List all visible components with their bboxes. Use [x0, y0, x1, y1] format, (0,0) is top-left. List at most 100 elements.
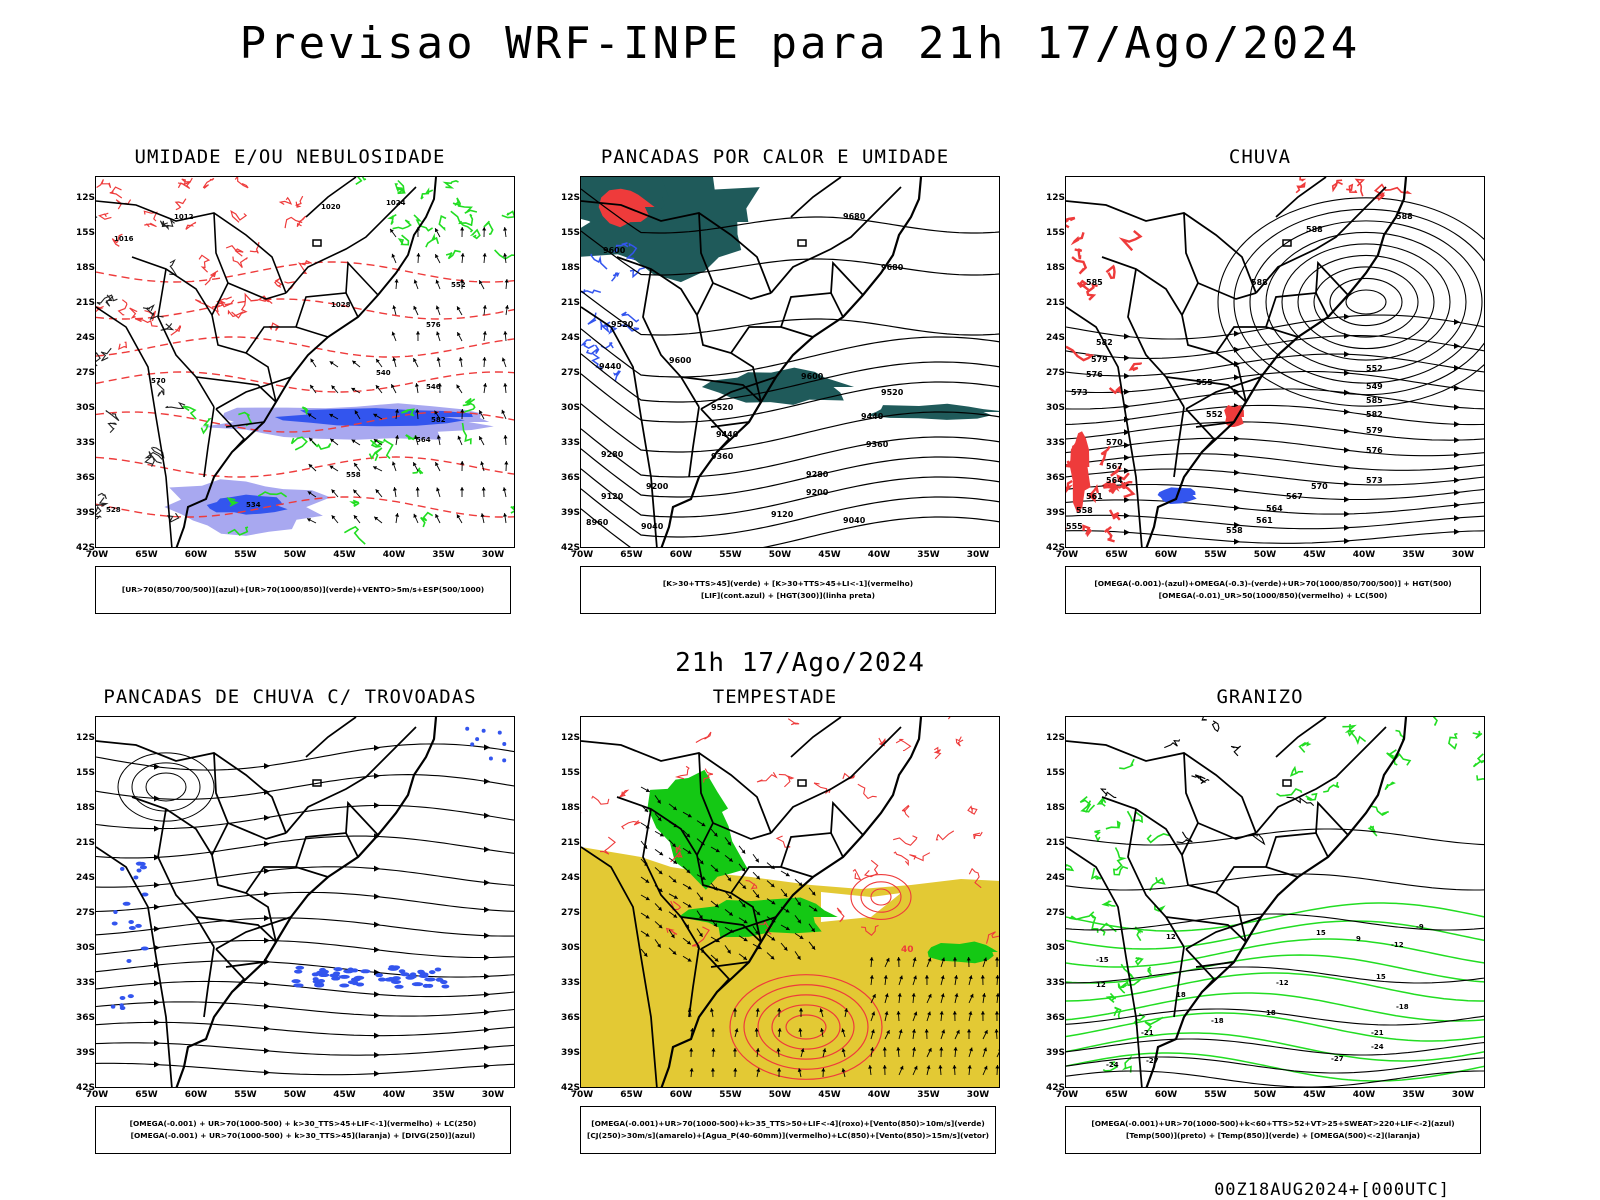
contour-label: 9600: [603, 246, 626, 255]
contour-label: 567: [1286, 492, 1303, 501]
contour-label: 9280: [806, 470, 829, 479]
contour-label: 18: [1176, 991, 1186, 999]
latitude-tick: 36S: [1045, 1013, 1065, 1023]
contour-label: 1028: [331, 301, 351, 309]
country-border: [245, 326, 329, 354]
coastline: [660, 717, 923, 1087]
longitude-tick: 50W: [283, 550, 307, 560]
panel-title: UMIDADE E/OU NEBULOSIDADE: [134, 146, 446, 168]
longitude-tick: 70W: [570, 550, 594, 560]
country-border: [1066, 846, 1143, 1087]
country-border: [203, 946, 215, 1018]
latitude-tick: 24S: [75, 873, 95, 883]
panel-title: PANCADAS POR CALOR E UMIDADE: [600, 146, 950, 168]
country-border: [581, 306, 658, 547]
country-border: [213, 212, 287, 300]
contour-label: 1024: [386, 199, 406, 207]
country-border: [1173, 406, 1185, 478]
contour-label: 573: [1366, 476, 1383, 485]
panel-title: GRANIZO: [1216, 686, 1304, 708]
longitude-tick: 45W: [333, 550, 356, 560]
contour-label: 585: [1366, 396, 1383, 405]
contour-label: 15: [1316, 929, 1326, 937]
contour-label: -12: [1391, 941, 1404, 949]
latitude-tick: 12S: [75, 193, 95, 203]
country-border: [195, 916, 277, 943]
contour-label: -18: [1211, 1017, 1224, 1025]
longitude-tick: 50W: [1253, 1090, 1277, 1100]
country-border: [295, 292, 359, 328]
longitude-tick: 70W: [85, 550, 109, 560]
longitude-tick: 45W: [1303, 1090, 1326, 1100]
latitude-tick: 36S: [1045, 473, 1065, 483]
longitude-tick: 40W: [867, 550, 891, 560]
country-border: [211, 282, 277, 403]
longitude-tick: 30W: [966, 1090, 990, 1100]
latitude-tick: 42S: [75, 1083, 95, 1093]
contour-label: 558: [1226, 526, 1243, 535]
longitude-tick: 30W: [1451, 1090, 1475, 1100]
latitude-tick: 21S: [75, 298, 95, 308]
longitude-tick: 40W: [867, 1090, 891, 1100]
contour-label: 576: [426, 321, 441, 329]
longitude-tick: 65W: [1105, 550, 1128, 560]
longitude-axis: 70W 65W 60W 55W 50W 45W 40W 35W 30W: [86, 1090, 515, 1102]
country-border: [1255, 726, 1387, 834]
contour-label: 573: [1071, 388, 1088, 397]
country-border: [1185, 916, 1262, 950]
longitude-tick: 60W: [1154, 1090, 1178, 1100]
latitude-tick: 24S: [1045, 873, 1065, 883]
contour-label: 1016: [114, 235, 134, 243]
panel-granizo: GRANIZO -9 -12 -12 -15 -18 -18 -21 -21 -24 -24 -27-…: [1045, 686, 1485, 1156]
latitude-tick: 30S: [75, 943, 95, 953]
contour-label: 546: [426, 383, 441, 391]
latitude-tick: 15S: [560, 768, 580, 778]
contour-label: 9520: [881, 388, 904, 397]
map-legend: [OMEGA(-0.001) + UR>70(1000-500) + k>30_…: [95, 1106, 511, 1154]
contour-label: 9440: [861, 412, 884, 421]
federal-district: [797, 779, 807, 787]
contour-label: 552: [1366, 364, 1383, 373]
country-border: [780, 292, 844, 328]
map-canvas: 9680 9680 9600 9520 9600 9600 9440 9520 9520 9440…: [581, 177, 999, 547]
contour-label: 552: [451, 281, 466, 289]
longitude-tick: 35W: [1402, 550, 1425, 560]
latitude-tick: 36S: [560, 1013, 580, 1023]
latitude-tick: 39S: [1045, 1048, 1065, 1058]
latitude-tick: 39S: [75, 508, 95, 518]
longitude-tick: 50W: [1253, 550, 1277, 560]
latitude-tick: 42S: [560, 1083, 580, 1093]
map-legend: [OMEGA(-0.001)+UR>70(1000-500)+k>35_TTS>…: [580, 1106, 996, 1154]
latitude-tick: 33S: [1045, 438, 1065, 448]
coastline: [1145, 717, 1408, 1087]
latitude-tick: 27S: [560, 368, 580, 378]
forecast-map: 40: [580, 716, 1000, 1088]
longitude-tick: 40W: [1352, 550, 1376, 560]
map-canvas: 40: [581, 717, 999, 1087]
longitude-tick: 40W: [382, 550, 406, 560]
contour-label: 564: [1266, 504, 1283, 513]
country-border: [790, 717, 842, 758]
contour-label: 564: [416, 436, 431, 444]
longitude-tick: 50W: [768, 1090, 792, 1100]
country-border: [1275, 177, 1327, 218]
latitude-tick: 24S: [75, 333, 95, 343]
latitude-tick: 42S: [1045, 1083, 1065, 1093]
country-border: [215, 948, 246, 993]
map-canvas: 1012 1016 1020 1024 1028 570 576 582 546 540 534 52…: [96, 177, 514, 547]
contour-label: -27: [1146, 1057, 1159, 1065]
country-border: [688, 406, 700, 478]
country-border: [680, 916, 762, 943]
country-border: [203, 406, 215, 478]
country-border: [1127, 808, 1185, 948]
latitude-tick: 30S: [75, 403, 95, 413]
country-border: [213, 752, 287, 840]
longitude-tick: 65W: [620, 1090, 643, 1100]
latitude-tick: 42S: [560, 543, 580, 553]
latitude-tick: 33S: [75, 978, 95, 988]
country-border: [345, 800, 379, 836]
country-border: [1181, 822, 1247, 943]
contour-label: 8960: [586, 518, 609, 527]
latitude-tick: 27S: [75, 368, 95, 378]
country-border: [1185, 948, 1216, 993]
